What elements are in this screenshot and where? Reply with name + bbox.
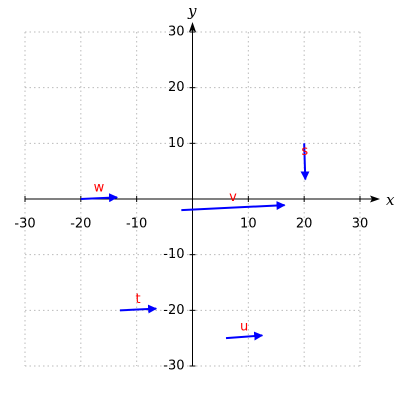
x-axis-arrow xyxy=(370,195,380,203)
x-axis-label: x xyxy=(386,191,395,209)
x-tick-label: -30 xyxy=(14,217,35,232)
x-tick-label: -20 xyxy=(70,217,91,232)
vector-arrow xyxy=(119,304,158,314)
vector-label: s xyxy=(301,144,308,159)
y-axis-label: y xyxy=(187,2,197,20)
vector-label: v xyxy=(229,190,237,205)
y-tick-label: -30 xyxy=(163,359,184,374)
vector-arrow xyxy=(225,331,264,341)
vector-label: t xyxy=(136,292,141,307)
y-tick-label: -20 xyxy=(163,303,184,318)
vector-label: u xyxy=(240,319,248,334)
y-tick-label: 30 xyxy=(168,25,185,40)
y-tick-label: 10 xyxy=(168,136,185,151)
x-tick-label: -10 xyxy=(126,217,147,232)
vector-arrow xyxy=(300,143,310,181)
vector-label: w xyxy=(94,181,105,196)
y-axis-arrow xyxy=(189,22,196,32)
vector-arrow xyxy=(80,193,119,203)
x-tick-label: 30 xyxy=(352,217,369,232)
x-tick-label: 10 xyxy=(240,217,257,232)
y-tick-label: 20 xyxy=(168,80,185,95)
x-tick-label: 20 xyxy=(296,217,313,232)
y-tick-label: -10 xyxy=(163,247,184,262)
vector-arrow xyxy=(181,201,286,212)
